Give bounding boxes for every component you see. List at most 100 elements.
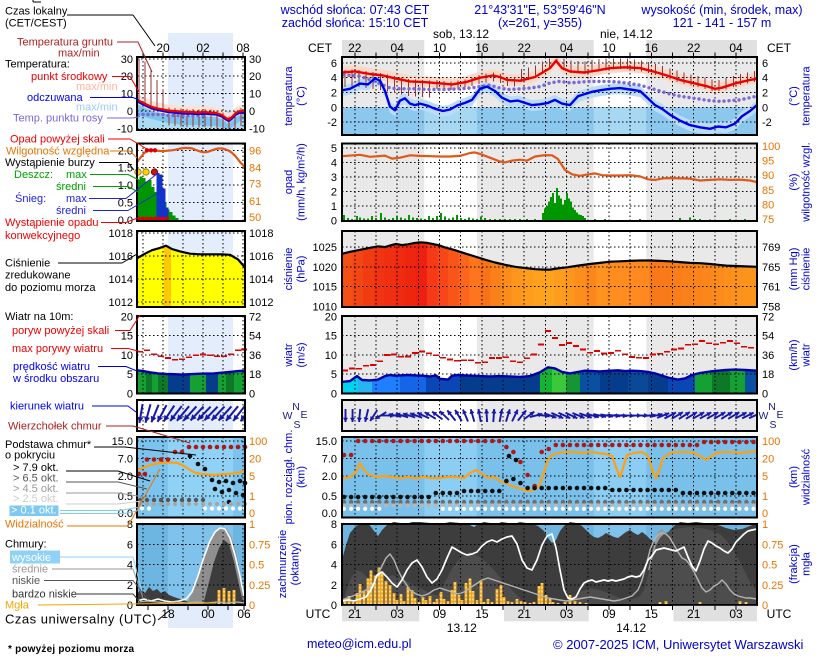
svg-text:(m/s): (m/s) <box>296 342 308 367</box>
svg-text:1.5: 1.5 <box>118 163 133 175</box>
svg-text:S: S <box>293 419 300 431</box>
svg-text:0.5: 0.5 <box>118 491 133 503</box>
svg-text:4: 4 <box>762 73 768 85</box>
svg-text:UTC: UTC <box>306 607 331 621</box>
svg-text:1: 1 <box>249 519 255 531</box>
svg-text:(oktanty): (oktanty) <box>290 543 302 586</box>
svg-text:0.75: 0.75 <box>249 539 270 551</box>
svg-text:wiatr: wiatr <box>283 343 295 368</box>
svg-text:wysokie: wysokie <box>11 552 51 564</box>
svg-text:Czas uniwersalny (UTC): Czas uniwersalny (UTC) <box>5 612 157 627</box>
svg-text:1: 1 <box>762 491 768 503</box>
svg-text:1015: 1015 <box>313 282 337 294</box>
svg-text:30: 30 <box>249 54 261 66</box>
svg-text:(mm Hg): (mm Hg) <box>788 248 800 291</box>
svg-text:36: 36 <box>249 350 261 362</box>
svg-text:4: 4 <box>331 158 337 170</box>
svg-text:73: 73 <box>249 179 261 191</box>
svg-text:Deszcz:: Deszcz: <box>14 169 53 181</box>
svg-text:0: 0 <box>127 389 133 401</box>
svg-text:opad: opad <box>283 170 295 194</box>
svg-text:* powyżej poziomu morza: * powyżej poziomu morza <box>8 644 135 655</box>
svg-text:1014: 1014 <box>109 274 133 286</box>
svg-text:75: 75 <box>762 214 774 226</box>
svg-text:0.5: 0.5 <box>118 198 133 210</box>
svg-text:3: 3 <box>331 172 337 184</box>
svg-text:765: 765 <box>762 262 780 274</box>
svg-text:8: 8 <box>127 519 133 531</box>
svg-text:21°43'31"E, 53°59'46"N: 21°43'31"E, 53°59'46"N <box>474 3 605 17</box>
svg-text:0.25: 0.25 <box>762 580 783 592</box>
svg-text:UTC: UTC <box>767 607 792 621</box>
svg-text:ciśnienie: ciśnienie <box>283 248 295 291</box>
svg-text:niskie: niskie <box>12 575 40 587</box>
svg-text:Temperatura:: Temperatura: <box>5 59 70 71</box>
svg-text:0: 0 <box>249 106 255 118</box>
svg-text:0.5: 0.5 <box>249 560 264 572</box>
svg-text:E: E <box>300 409 307 421</box>
svg-text:61: 61 <box>249 196 261 208</box>
svg-text:15.0: 15.0 <box>316 436 337 448</box>
svg-text:18: 18 <box>762 369 774 381</box>
svg-text:Śnieg:: Śnieg: <box>15 192 46 205</box>
svg-text:0: 0 <box>331 600 337 612</box>
svg-text:(km): (km) <box>788 466 800 488</box>
svg-text:20: 20 <box>762 454 774 466</box>
svg-text:5: 5 <box>762 471 768 483</box>
svg-text:7.0: 7.0 <box>118 454 133 466</box>
svg-text:1012: 1012 <box>109 297 133 309</box>
svg-text:18: 18 <box>249 369 261 381</box>
svg-text:Wystąpienie opadu: Wystąpienie opadu <box>5 217 98 229</box>
svg-text:2: 2 <box>331 88 337 100</box>
svg-text:30: 30 <box>121 54 133 66</box>
svg-text:769: 769 <box>762 242 780 254</box>
svg-text:zachód słońca: 15:10 CET: zachód słońca: 15:10 CET <box>282 16 429 30</box>
svg-text:10: 10 <box>121 350 133 362</box>
svg-text:36: 36 <box>762 350 774 362</box>
svg-text:0.5: 0.5 <box>762 560 777 572</box>
svg-text:mgła: mgła <box>801 551 813 576</box>
svg-text:54: 54 <box>249 331 261 343</box>
svg-text:6: 6 <box>331 58 337 70</box>
svg-text:96: 96 <box>249 145 261 157</box>
svg-text:8: 8 <box>331 519 337 531</box>
svg-text:(mm/h, kg/m²/h): (mm/h, kg/m²/h) <box>296 143 308 221</box>
svg-text:W: W <box>283 410 293 422</box>
svg-text:14.12: 14.12 <box>616 621 646 635</box>
svg-text:Wierzchołek chmur: Wierzchołek chmur <box>8 421 102 433</box>
svg-text:10: 10 <box>249 89 261 101</box>
svg-text:15: 15 <box>121 331 133 343</box>
svg-text:15.0: 15.0 <box>112 436 133 448</box>
svg-text:121 - 141 - 157 m: 121 - 141 - 157 m <box>673 16 772 30</box>
svg-text:widzialność: widzialność <box>801 448 813 506</box>
svg-text:do poziomu morza: do poziomu morza <box>5 282 96 294</box>
svg-text:20: 20 <box>121 71 133 83</box>
svg-text:wilgotność wzgl.: wilgotność wzgl. <box>801 142 813 222</box>
svg-text:13.12: 13.12 <box>447 621 477 635</box>
svg-text:wiatr: wiatr <box>801 343 813 368</box>
svg-text:1020: 1020 <box>313 262 337 274</box>
svg-text:(°C): (°C) <box>788 86 800 106</box>
svg-text:4: 4 <box>331 73 337 85</box>
svg-text:zredukowane: zredukowane <box>5 270 70 282</box>
svg-text:© 2007-2025 ICM, Uniwersytet W: © 2007-2025 ICM, Uniwersytet Warszawski <box>553 637 804 652</box>
svg-text:(%): (%) <box>788 173 800 190</box>
svg-text:100: 100 <box>762 141 780 153</box>
svg-text:80: 80 <box>762 199 774 211</box>
svg-text:ciśnienie: ciśnienie <box>801 248 813 291</box>
svg-text:4: 4 <box>127 560 133 572</box>
svg-text:(hPa): (hPa) <box>296 256 308 283</box>
svg-text:6: 6 <box>127 539 133 551</box>
svg-text:kierunek wiatru: kierunek wiatru <box>10 401 84 413</box>
svg-text:max: max <box>66 169 87 181</box>
svg-text:20: 20 <box>249 71 261 83</box>
svg-text:-10: -10 <box>249 123 265 135</box>
svg-text:średnie: średnie <box>12 564 48 576</box>
svg-text:1: 1 <box>249 491 255 503</box>
svg-text:72: 72 <box>762 311 774 323</box>
svg-text:6: 6 <box>762 58 768 70</box>
svg-text:CET: CET <box>308 41 333 55</box>
svg-text:Wystąpienie burzy: Wystąpienie burzy <box>5 157 95 169</box>
svg-text:pion. rozciągł. chm.: pion. rozciągł. chm. <box>283 430 295 525</box>
svg-text:max porywy wiatru: max porywy wiatru <box>12 343 103 355</box>
